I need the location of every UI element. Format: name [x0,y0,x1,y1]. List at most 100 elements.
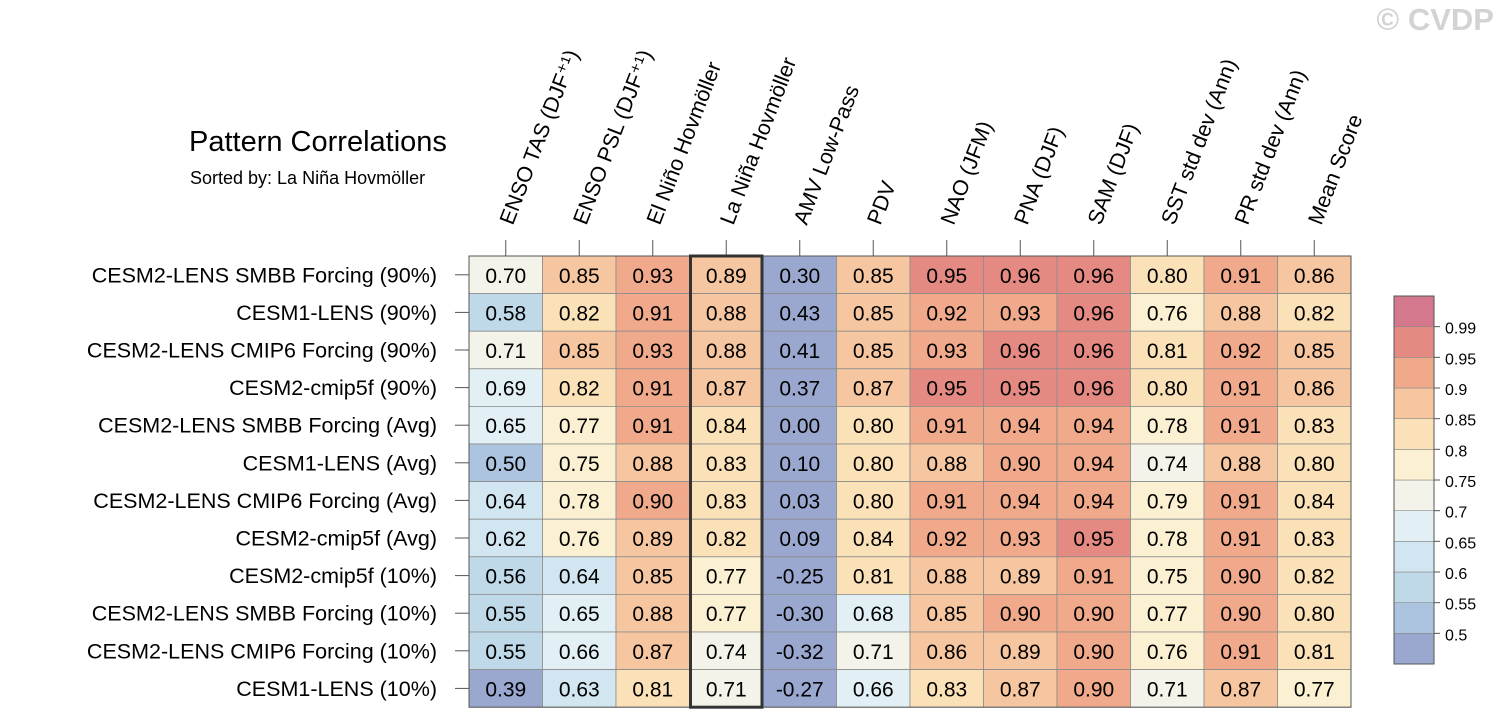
cell-value-label: 0.96 [1000,340,1041,363]
cell-value-label: 0.80 [1147,265,1188,288]
cell-value-label: 0.90 [1073,678,1114,701]
heatmap-cell [1203,556,1278,595]
cell-value-label: 0.94 [1073,415,1114,438]
heatmap-cell [1277,405,1352,445]
cell-value-label: 0.64 [559,566,600,589]
column-label: PR std dev (Ann) [1230,66,1311,227]
cell-value-label: 0.09 [779,528,820,551]
cell-value-label: 0.86 [1294,378,1335,401]
cell-value-label: 0.90 [1000,603,1041,626]
column-label: SST std dev (Ann) [1157,56,1242,228]
cell-value-label: 0.39 [485,678,526,701]
cell-value-label: 0.83 [926,678,967,701]
cell-value-label: 0.93 [1000,528,1041,551]
heatmap-cell [983,255,1058,294]
cell-value-label: 0.82 [559,378,600,401]
cell-value-label: 0.90 [1073,641,1114,664]
cell-value-label: 0.93 [632,265,673,288]
heatmap-cell [836,669,911,708]
heatmap-cell [909,443,984,482]
cell-value-label: 0.89 [1000,641,1041,664]
heatmap-cell [762,405,837,445]
cell-value-label: 0.82 [706,528,747,551]
heatmap-cell [1203,368,1278,407]
heatmap-cell [542,293,617,332]
cell-value-label: 0.03 [779,490,820,513]
colorbar-segment [1393,326,1435,358]
cell-value-label: 0.30 [779,265,820,288]
cell-value-label: 0.87 [632,641,673,664]
heatmap-cell [1130,330,1205,370]
cell-value-label: 0.89 [706,265,747,288]
cell-value-label: 0.92 [926,302,967,325]
heatmap-cell [762,255,837,294]
heatmap-cell [762,518,837,558]
cell-value-label: 0.84 [706,415,747,438]
cell-value-label: 0.83 [1294,415,1335,438]
row-label: CESM1-LENS (90%) [236,301,437,325]
colorbar-tick-label: 0.8 [1445,443,1467,460]
heatmap-cell [542,405,617,445]
cell-value-label: 0.86 [926,641,967,664]
heatmap-cell [615,293,690,332]
cell-value-label: 0.91 [1073,566,1114,589]
cell-value-label: 0.90 [1220,566,1261,589]
heatmap-cell [1203,405,1278,445]
heatmap-cell [1203,330,1278,370]
cell-value-label: 0.89 [632,528,673,551]
heatmap-cell [909,556,984,595]
row-label: CESM1-LENS (Avg) [243,451,437,475]
watermark-logo: © CVDP [1376,2,1494,37]
heatmap-cell [1203,481,1278,520]
cell-value-label: 0.88 [1220,453,1261,476]
heatmap-cell [1056,669,1131,708]
heatmap-cell [542,481,617,520]
cell-value-label: 0.37 [779,378,820,401]
cell-value-label: 0.78 [1147,415,1188,438]
cell-value-label: 0.82 [1294,566,1335,589]
heatmap-cell [836,405,911,445]
heatmap-cell [762,368,837,407]
heatmap-cell [689,255,764,294]
cell-value-label: 0.80 [1294,603,1335,626]
chart-title: Pattern Correlations [189,126,447,158]
heatmap-cell [689,293,764,332]
cell-value-label: 0.80 [853,490,894,513]
cell-value-label: 0.81 [1147,340,1188,363]
cell-value-label: 0.94 [1000,415,1041,438]
cell-value-label: 0.94 [1000,490,1041,513]
heatmap-cell [983,293,1058,332]
cell-value-label: 0.80 [1294,453,1335,476]
cell-value-label: 0.92 [926,528,967,551]
cell-value-label: 0.76 [559,528,600,551]
heatmap-cell [1203,669,1278,708]
cell-value-label: 0.95 [1073,528,1114,551]
row-label: CESM2-LENS CMIP6 Forcing (90%) [87,339,437,363]
cell-value-label: 0.86 [1294,265,1335,288]
row-label: CESM2-LENS CMIP6 Forcing (10%) [87,639,437,663]
cell-value-label: 0.95 [926,265,967,288]
colorbar-segment [1393,541,1435,573]
colorbar-segment [1393,357,1435,389]
cell-value-label: 0.77 [706,566,747,589]
heatmap-cell [1277,556,1352,595]
cell-value-label: 0.96 [1073,340,1114,363]
heatmap-cell [615,255,690,294]
heatmap-cell [1277,293,1352,332]
cell-value-label: 0.91 [1220,641,1261,664]
cell-value-label: 0.83 [1294,528,1335,551]
heatmap-cell [1203,255,1278,294]
colorbar-segment [1393,602,1435,634]
heatmap-cell [468,631,543,670]
colorbar-tick-label: 0.65 [1445,535,1476,552]
cell-value-label: 0.78 [1147,528,1188,551]
heatmap-cell [1277,669,1352,708]
heatmap-cell [836,556,911,595]
cell-value-label: 0.70 [485,265,526,288]
cell-value-label: 0.75 [1147,566,1188,589]
colorbar-segment [1393,479,1435,511]
cell-value-label: 0.10 [779,453,820,476]
cell-value-label: 0.77 [1147,603,1188,626]
cell-value-label: 0.50 [485,453,526,476]
cell-value-label: 0.81 [632,678,673,701]
